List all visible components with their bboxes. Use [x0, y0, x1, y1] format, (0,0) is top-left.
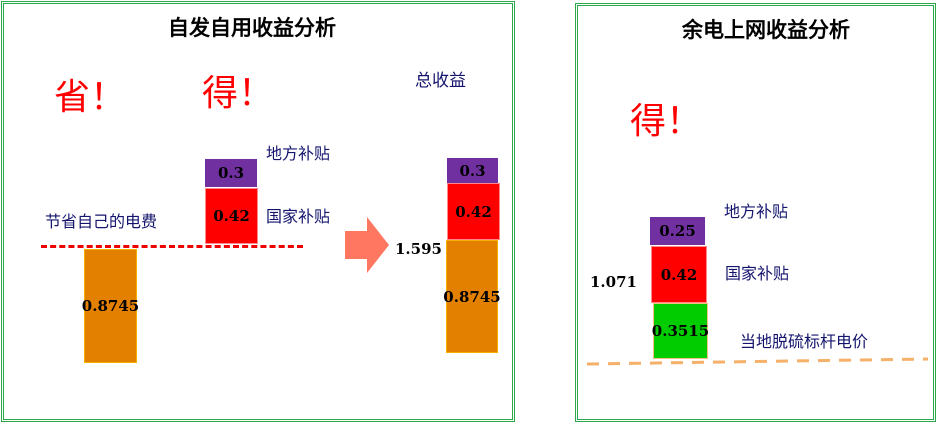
- benchmark-price-bar: 0.3515: [652, 303, 709, 359]
- local-subsidy-bar-right: 0.25: [650, 217, 705, 245]
- local-subsidy-label-right: 地方补贴: [724, 202, 789, 221]
- total-local-bar: 0.3: [447, 158, 498, 183]
- saved-bill-label: 节省自己的电费: [45, 212, 158, 231]
- total-national-bar: 0.42: [447, 183, 500, 240]
- national-subsidy-label-right: 国家补贴: [725, 264, 790, 283]
- saved-bill-bar: 0.8745: [82, 249, 139, 363]
- local-subsidy-bar: 0.3: [205, 159, 257, 187]
- total-label: 总收益: [415, 71, 466, 91]
- baseline-dashed-line: [41, 245, 303, 248]
- self-use-panel: [1, 1, 515, 422]
- grid-export-title: 余电上网收益分析: [682, 18, 850, 42]
- national-subsidy-bar-right: 0.42: [651, 246, 707, 303]
- save-mark: 省！: [54, 77, 127, 118]
- national-subsidy-label: 国家补贴: [266, 207, 331, 226]
- total-value: 1.595: [395, 240, 442, 258]
- grid-total-value: 1.071: [590, 273, 637, 291]
- self-use-title: 自发自用收益分析: [168, 16, 336, 40]
- total-saved-bar: 0.8745: [443, 240, 501, 353]
- local-subsidy-label: 地方补贴: [266, 144, 331, 163]
- national-subsidy-bar: 0.42: [205, 188, 258, 244]
- benchmark-price-label: 当地脱硫标杆电价: [740, 332, 869, 351]
- gain-mark-right: 得！: [630, 101, 703, 142]
- gain-mark: 得！: [202, 73, 275, 114]
- baseline-dashed-line-right: [586, 357, 929, 366]
- grid-export-panel: [575, 3, 936, 422]
- arrow-right-icon: [345, 217, 389, 273]
